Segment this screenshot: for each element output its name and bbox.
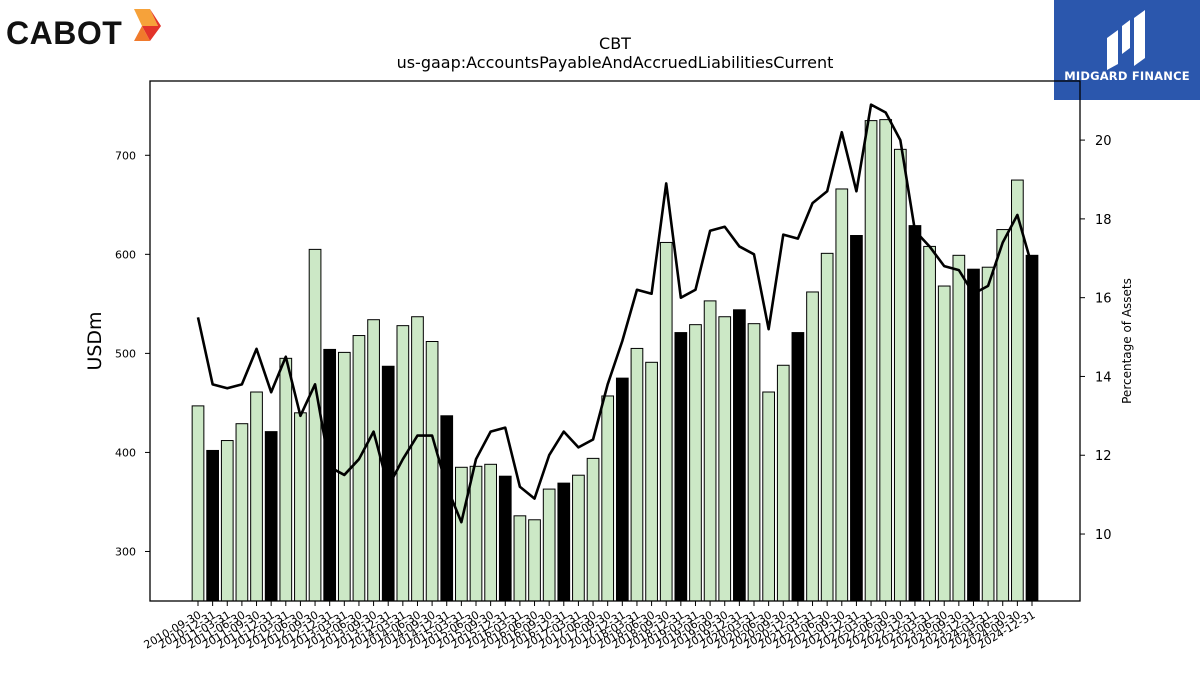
bar-2010-12-31 [206,449,219,602]
bar-2012-03-31 [279,357,293,602]
bar-2014-06-30 [411,316,424,602]
bar-2022-09-30 [893,148,907,602]
bar-2024-09-30 [1011,179,1024,602]
y2-axis-label: Percentage of Assets [1120,278,1134,404]
y2-tick-label: 16 [1095,292,1112,307]
bar-2016-12-31 [557,482,571,602]
bar-2013-06-30 [352,335,366,602]
partner-logo-mark-icon [1107,10,1145,70]
bar-2016-03-31 [513,515,527,602]
bar-2019-06-30 [703,300,717,602]
bar-2018-03-31 [630,347,644,602]
bar-2017-09-30 [601,395,615,602]
bar-2022-12-31 [908,225,922,602]
bar-2014-03-31 [396,325,410,602]
bar-2023-06-30 [937,285,951,602]
bar-2023-12-31 [967,268,980,602]
bar-series [191,119,1039,602]
bar-2018-06-30 [645,361,658,602]
y-tick-label: 400 [115,446,136,459]
bar-2022-06-30 [879,119,893,602]
bar-2017-12-31 [615,377,629,602]
line-series [196,103,1034,524]
bar-2011-06-30 [235,423,249,602]
y-tick-label: 600 [115,248,136,261]
y2-tick-label: 14 [1095,370,1112,385]
bar-2018-12-31 [674,332,688,602]
bar-2023-03-31 [923,245,936,602]
bar-2021-03-31 [806,291,819,602]
bar-2010-09-30 [191,405,205,602]
bar-2021-06-30 [820,252,834,602]
bar-2021-12-31 [850,235,863,602]
bar-2015-12-31 [498,475,512,602]
partner-logo-text: MIDGARD FINANCE [1064,69,1190,83]
bar-2024-06-30 [996,229,1010,602]
chart-subtitle: us-gaap:AccountsPayableAndAccruedLiabili… [397,53,834,72]
bar-2014-12-31 [440,415,454,602]
bar-2019-03-31 [689,324,702,602]
bar-2012-12-31 [323,348,337,602]
bar-2014-09-30 [425,341,439,602]
bar-2011-03-31 [220,440,234,602]
company-logo-text: CABOT [6,15,123,51]
y2-tick-label: 12 [1095,449,1112,464]
bar-2020-09-30 [776,364,790,602]
bar-2013-09-30 [367,319,380,602]
partner-logo: MIDGARD FINANCE [1054,0,1200,100]
y-axis-label: USDm [84,311,106,370]
y2-tick-label: 18 [1095,213,1112,228]
bar-2012-06-30 [294,412,307,602]
bar-2019-12-31 [733,309,746,602]
bar-2015-06-30 [469,465,483,602]
bar-2017-06-30 [586,457,600,602]
bar-2021-09-30 [835,188,849,602]
company-logo-mark-icon [134,9,161,41]
y-tick-label: 700 [115,149,136,162]
bar-2020-06-30 [762,391,775,602]
bar-2024-12-31 [1025,254,1039,602]
bar-2011-09-30 [250,391,263,602]
bar-2016-09-30 [542,488,556,602]
bar-2011-12-31 [264,431,278,602]
bar-2013-03-31 [337,351,351,602]
bar-2024-03-31 [981,266,995,602]
bar-2022-03-31 [864,120,878,602]
axes: 3004005006007001012141618202010-09-30201… [115,80,1112,652]
y2-tick-label: 10 [1095,528,1112,543]
bar-2020-03-31 [747,323,761,602]
plot-frame [149,80,1081,602]
bar-2016-06-30 [528,519,541,602]
bar-2015-03-31 [455,466,468,602]
bar-2023-09-30 [952,254,966,602]
bar-2012-09-30 [308,248,322,602]
bar-2018-09-30 [659,241,673,602]
bar-2019-09-30 [718,316,732,602]
company-logo: CABOT [6,4,161,51]
y-tick-label: 300 [115,545,136,558]
y2-tick-label: 20 [1095,134,1112,149]
bar-2020-12-31 [791,332,805,602]
y-tick-label: 500 [115,347,136,360]
chart-title: CBT [599,34,631,53]
bar-2015-09-30 [484,463,497,602]
percentage-line [196,103,1034,524]
bar-2017-03-31 [572,474,585,602]
